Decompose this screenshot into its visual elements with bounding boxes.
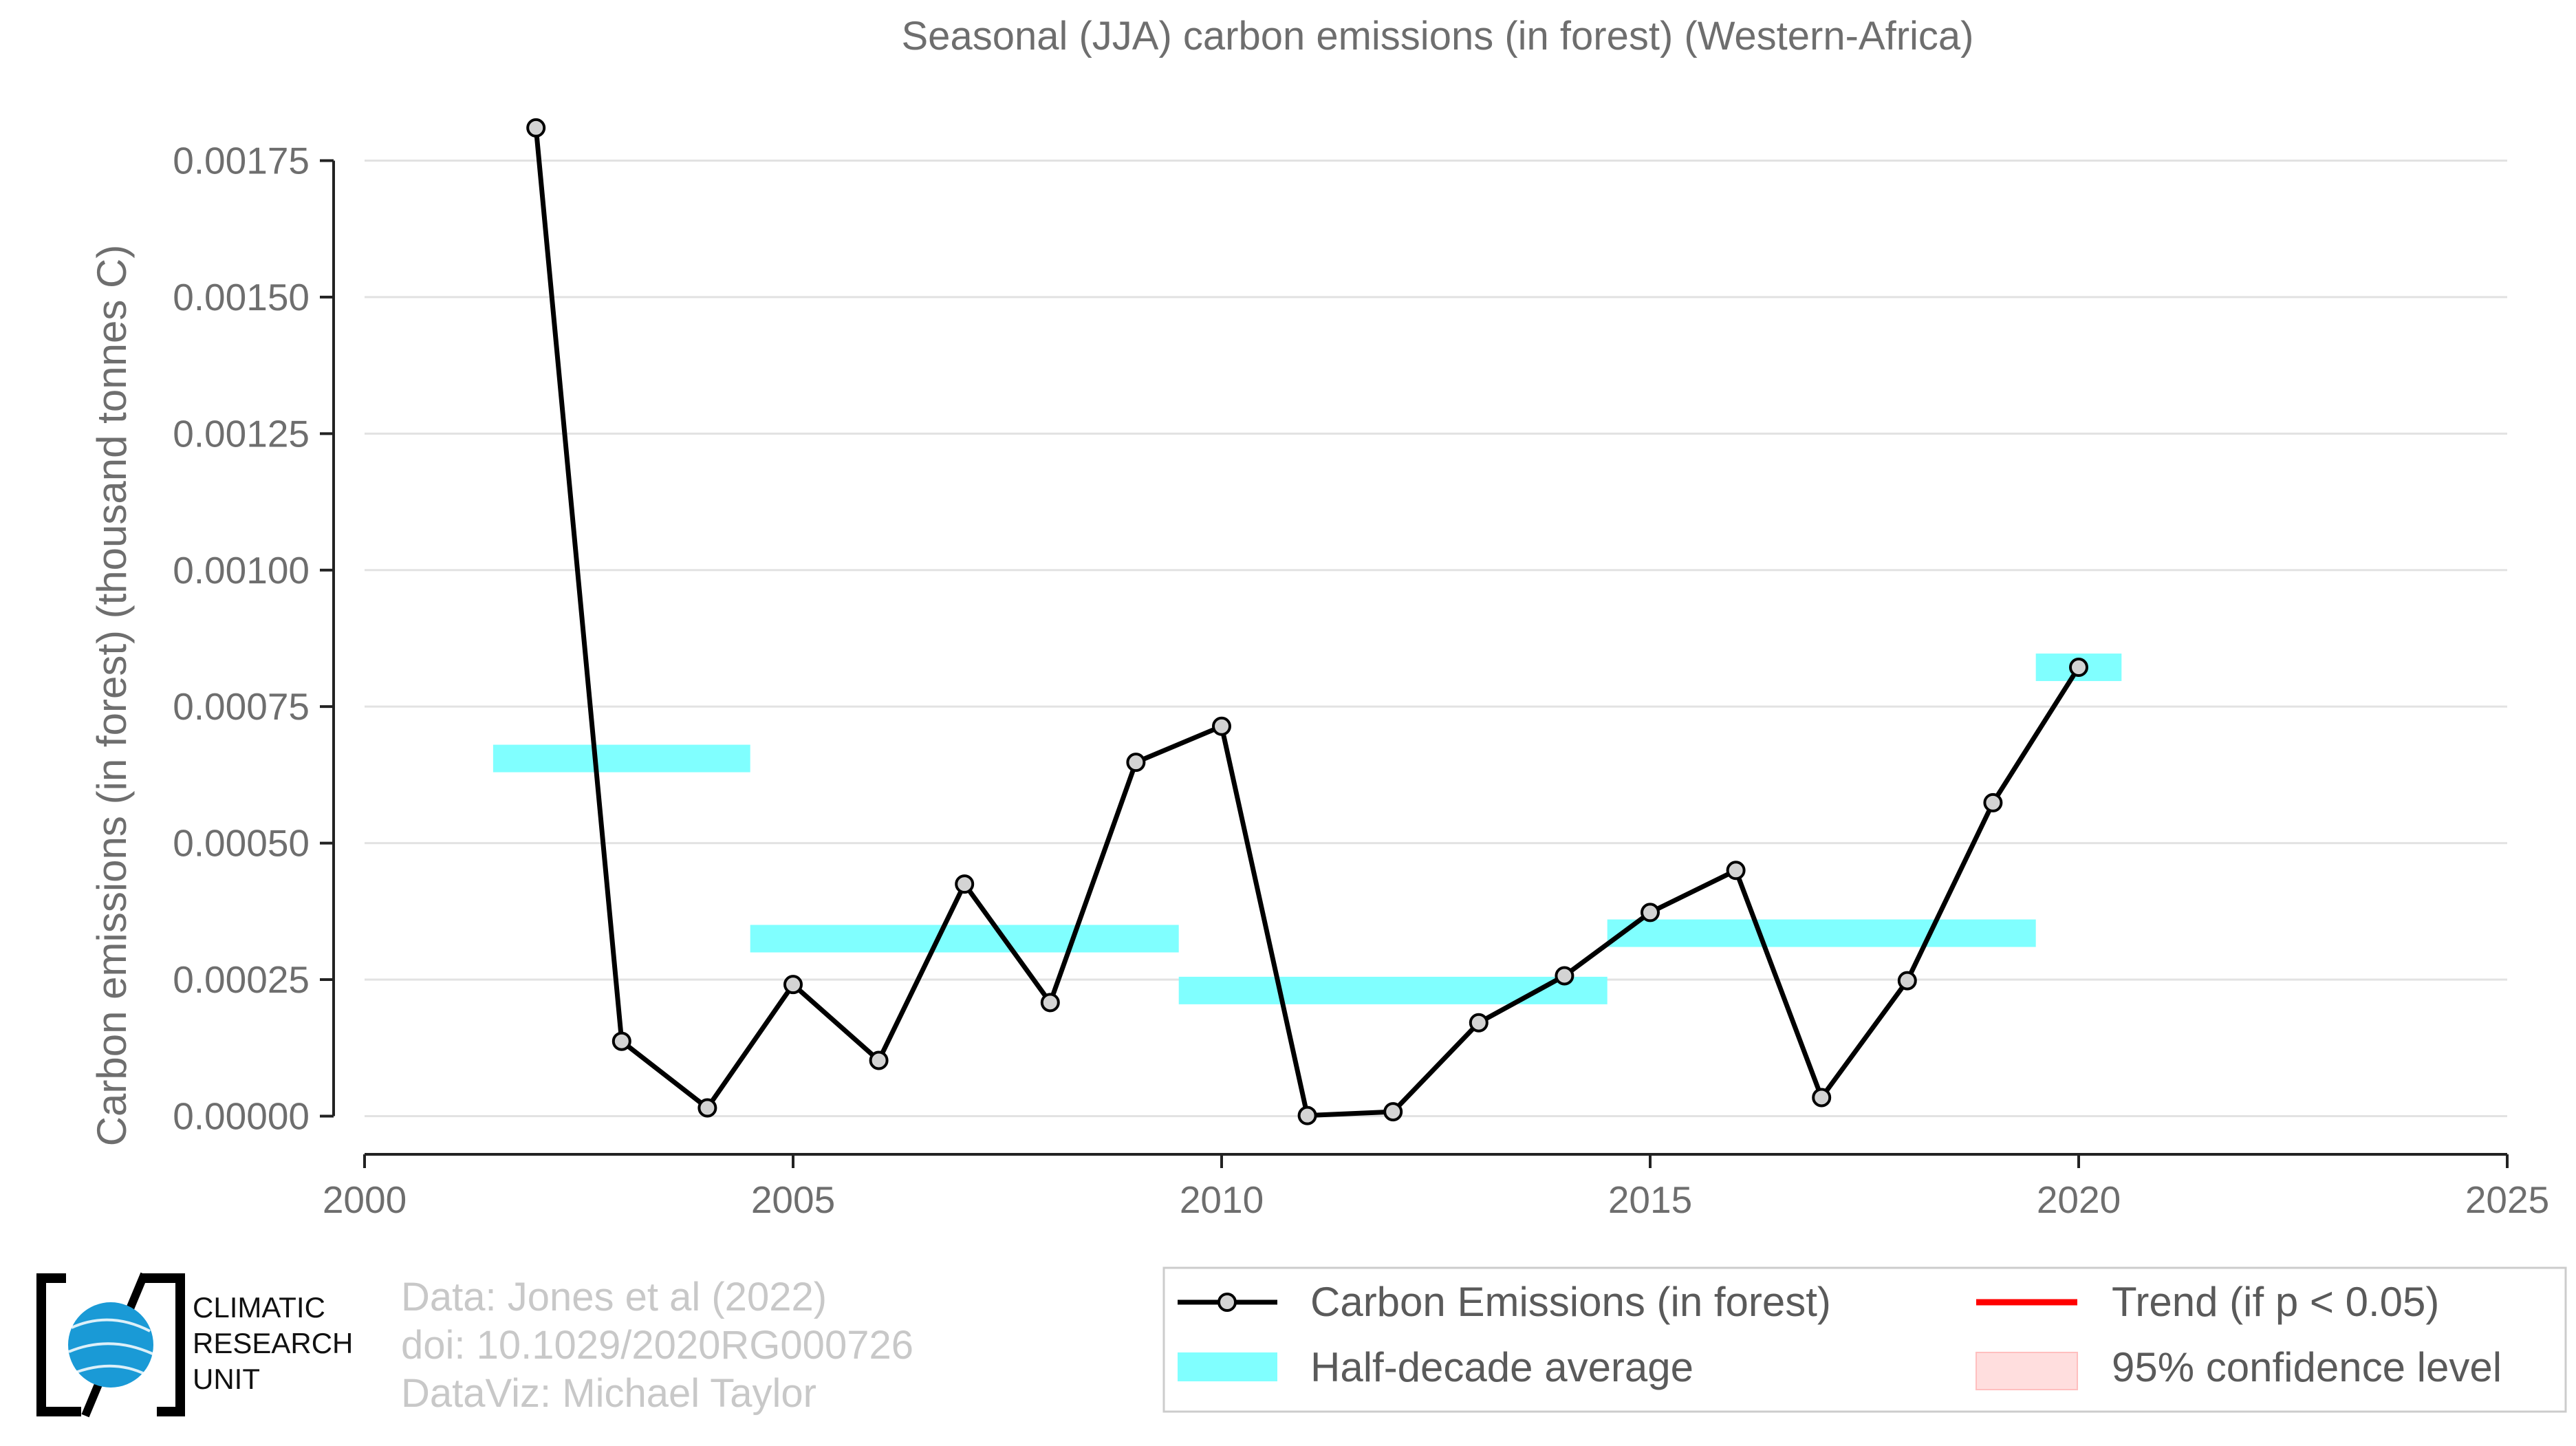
half-decade-average-bar bbox=[1178, 976, 1608, 1004]
x-axis: 2000 2005 2010 2015 2020 2025 bbox=[323, 1153, 2549, 1221]
data-point bbox=[1897, 971, 1917, 991]
data-point bbox=[955, 874, 975, 894]
legend-marker-swatch bbox=[1217, 1293, 1237, 1312]
half-decade-average-bar bbox=[1607, 919, 2036, 947]
cru-logo: CLIMATIC RESEARCH UNIT bbox=[36, 1272, 353, 1418]
legend-label-emissions: Carbon Emissions (in forest) bbox=[1310, 1279, 1831, 1325]
legend-label-trend: Trend (if p < 0.05) bbox=[2112, 1279, 2439, 1325]
data-point bbox=[1383, 1102, 1403, 1122]
data-point bbox=[1812, 1088, 1832, 1108]
credit-data-source: Data: Jones et al (2022) bbox=[401, 1275, 827, 1319]
y-tick-label: 0.00075 bbox=[173, 685, 310, 728]
data-point bbox=[1212, 716, 1231, 736]
logo-bracket-right bbox=[143, 1273, 185, 1416]
credit-doi: doi: 10.1029/2020RG000726 bbox=[401, 1323, 913, 1368]
legend-confidence-swatch bbox=[1976, 1352, 2078, 1390]
emissions-series bbox=[526, 118, 2088, 1125]
data-point bbox=[1983, 792, 2003, 812]
chart-title: Seasonal (JJA) carbon emissions (in fore… bbox=[902, 14, 1974, 58]
legend-box bbox=[1162, 1266, 2567, 1413]
y-tick-label: 0.00175 bbox=[173, 139, 310, 182]
data-point bbox=[1469, 1013, 1489, 1033]
data-point bbox=[697, 1098, 717, 1118]
half-decade-average-bar bbox=[750, 925, 1179, 953]
y-tick-label: 0.00150 bbox=[173, 276, 310, 319]
y-tick-label: 0.00050 bbox=[173, 822, 310, 865]
legend-average-swatch bbox=[1178, 1352, 1277, 1381]
data-point bbox=[1040, 993, 1060, 1013]
legend-item-emissions: Carbon Emissions (in forest) bbox=[1178, 1279, 1831, 1325]
y-axis: 0.00000 0.00025 0.00050 0.00075 0.00100 0.001… bbox=[173, 139, 335, 1137]
legend-item-trend: Trend (if p < 0.05) bbox=[1976, 1279, 2439, 1325]
y-tick-label: 0.00000 bbox=[173, 1094, 310, 1137]
logo-bracket-left bbox=[36, 1273, 81, 1416]
x-tick-label: 2025 bbox=[2465, 1178, 2549, 1221]
data-point bbox=[869, 1050, 889, 1070]
y-tick-label: 0.00025 bbox=[173, 958, 310, 1001]
legend-label-confidence: 95% confidence level bbox=[2112, 1344, 2502, 1390]
data-point bbox=[1726, 861, 1746, 881]
x-tick-label: 2015 bbox=[1608, 1178, 1692, 1221]
x-tick-label: 2020 bbox=[2037, 1178, 2121, 1221]
legend-label-half-decade: Half-decade average bbox=[1310, 1344, 1693, 1390]
x-tick-label: 2005 bbox=[751, 1178, 835, 1221]
y-tick-label: 0.00125 bbox=[173, 412, 310, 455]
gridlines bbox=[365, 159, 2507, 1117]
data-point bbox=[2069, 658, 2088, 678]
legend-item-half-decade: Half-decade average bbox=[1178, 1344, 1693, 1390]
y-axis-title: Carbon emissions (in forest) (thousand t… bbox=[89, 245, 135, 1147]
y-tick-label: 0.00100 bbox=[173, 549, 310, 592]
logo-text-line2: RESEARCH bbox=[193, 1327, 353, 1359]
data-point bbox=[611, 1031, 631, 1051]
legend-item-confidence: 95% confidence level bbox=[1976, 1344, 2502, 1390]
credit-dataviz: DataViz: Michael Taylor bbox=[401, 1371, 816, 1416]
x-tick-label: 2000 bbox=[323, 1178, 407, 1221]
logo-text-line1: CLIMATIC bbox=[193, 1291, 325, 1324]
emissions-line bbox=[533, 127, 2081, 1119]
data-point bbox=[783, 975, 803, 995]
x-tick-label: 2010 bbox=[1180, 1178, 1264, 1221]
data-point bbox=[1641, 903, 1660, 922]
logo-text-line3: UNIT bbox=[193, 1363, 260, 1395]
half-decade-average-bar bbox=[493, 744, 750, 773]
data-point bbox=[526, 118, 546, 138]
data-point bbox=[1297, 1105, 1317, 1125]
legend: Carbon Emissions (in forest) Trend (if p… bbox=[1162, 1266, 2567, 1413]
data-point bbox=[1555, 966, 1574, 986]
data-point bbox=[1126, 753, 1146, 773]
